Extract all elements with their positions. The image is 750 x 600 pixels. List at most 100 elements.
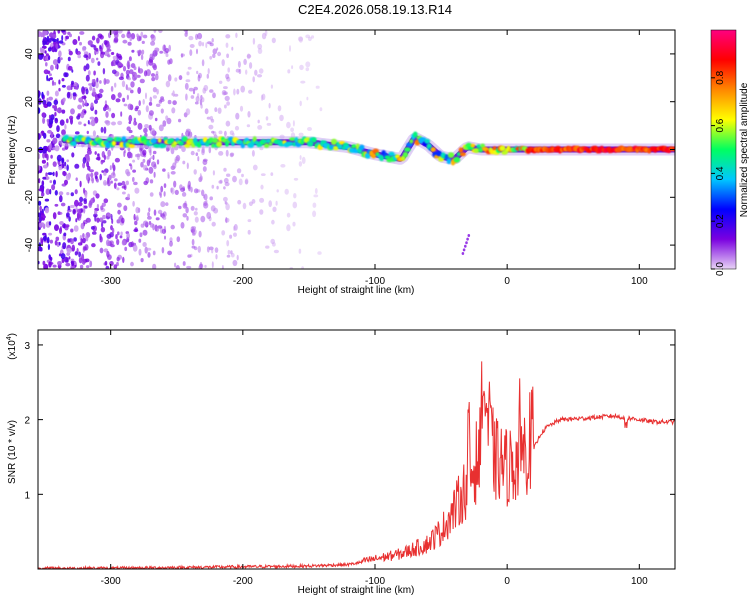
spectrogram-noise-cell xyxy=(111,112,116,119)
spectrogram-noise-cell xyxy=(149,192,154,197)
spectrogram-noise-cell xyxy=(83,207,86,214)
spectrogram-noise-cell xyxy=(254,69,258,76)
spectrogram-noise-cell xyxy=(226,254,231,258)
spectrogram-noise-cell xyxy=(160,201,166,208)
spectrogram-noise-cell xyxy=(159,50,164,54)
spectrogram-ridge-cell xyxy=(409,139,414,144)
spectrogram-noise-cell xyxy=(257,125,263,130)
spectrogram-noise-cell xyxy=(42,176,47,180)
spectrogram-noise-cell xyxy=(293,193,297,199)
spectrogram-noise-cell xyxy=(241,173,244,178)
spectrogram-ridge-cell xyxy=(476,144,482,149)
spectrogram-noise-cell xyxy=(103,126,107,134)
spectrogram-noise-cell xyxy=(148,110,154,116)
spectrogram-noise-cell xyxy=(38,200,42,206)
spectrogram-noise-cell xyxy=(132,200,135,207)
spectrogram-noise-cell xyxy=(117,30,123,34)
spectrogram-noise-cell xyxy=(62,171,67,176)
spectrogram-noise-cell xyxy=(110,52,115,55)
spectrogram-noise-cell xyxy=(148,59,154,66)
spectrogram-noise-cell xyxy=(100,126,104,133)
spectrogram-ridge-cell xyxy=(287,142,294,146)
spectrogram-noise-cell xyxy=(94,99,98,104)
spectrogram-noise-cell xyxy=(153,209,157,216)
snr-x-tick-label: -300 xyxy=(101,576,121,587)
spectrogram-noise-cell xyxy=(140,161,144,168)
spectrogram-noise-cell xyxy=(62,97,66,102)
spectrogram-noise-cell xyxy=(81,95,87,100)
spectrogram-noise-cell xyxy=(116,261,119,267)
spectrogram-noise-cell xyxy=(221,230,226,236)
spectrogram-x-tick-label: 100 xyxy=(631,276,648,287)
spectrogram-noise-cell xyxy=(57,261,62,266)
spectrogram-noise-cell xyxy=(133,77,138,80)
spectrogram-noise-cell xyxy=(49,143,52,151)
spectrogram-noise-cell xyxy=(130,81,135,88)
spectrogram-noise-cell xyxy=(105,111,109,118)
spectrogram-noise-cell xyxy=(151,62,157,69)
spectrogram-noise-cell xyxy=(190,205,195,211)
spectrogram-noise-cell xyxy=(103,171,107,176)
spectrogram-noise-cell xyxy=(265,116,269,121)
spectrogram-ridge-cell xyxy=(117,137,122,142)
spectrogram-noise-cell xyxy=(300,80,306,84)
spectrogram-noise-cell xyxy=(63,232,67,237)
spectrogram-y-tick-label: -40 xyxy=(24,237,35,252)
spectrogram-noise-cell xyxy=(165,202,169,207)
spectrogram-streak-cell xyxy=(461,252,465,255)
spectrogram-noise-cell xyxy=(174,262,177,268)
spectrogram-noise-cell xyxy=(66,212,70,218)
spectrogram-noise-cell xyxy=(61,109,66,114)
spectrogram-noise-cell xyxy=(126,232,130,239)
spectrogram-noise-cell xyxy=(235,32,238,38)
spectrogram-y-tick-label: -20 xyxy=(24,190,35,205)
spectrogram-noise-cell xyxy=(107,179,111,187)
spectrogram-noise-cell xyxy=(203,193,208,201)
spectrogram-noise-cell xyxy=(211,184,215,189)
spectrogram-noise-cell xyxy=(50,42,54,48)
spectrogram-x-tick-label: -200 xyxy=(233,276,253,287)
spectrogram-noise-cell xyxy=(135,206,140,214)
spectrogram-noise-cell xyxy=(73,86,79,90)
spectrogram-y-tick-label: 40 xyxy=(24,48,35,60)
spectrogram-ridge-cell xyxy=(183,136,188,142)
spectrogram-ridge-cell xyxy=(406,142,413,147)
spectrogram-noise-cell xyxy=(170,147,175,155)
spectrogram-ridge-cell xyxy=(424,138,431,144)
spectrogram-noise-cell xyxy=(203,202,209,209)
snr-y-axis: 1 2 3 xyxy=(24,341,675,501)
spectrogram-noise-cell xyxy=(101,170,105,173)
spectrogram-noise-cell xyxy=(136,33,139,38)
spectrogram-noise-cell xyxy=(90,226,95,230)
spectrogram-ridge-cell xyxy=(430,147,436,153)
spectrogram-noise-cell xyxy=(277,105,282,112)
spectrogram-noise-cell xyxy=(81,89,85,95)
spectrogram-noise-cell xyxy=(90,197,96,204)
spectrogram-ridge-cell xyxy=(447,152,455,159)
spectrogram-noise-cell xyxy=(161,247,165,254)
spectrogram-noise-cell xyxy=(193,86,198,91)
spectrogram-noise-cell xyxy=(298,248,302,254)
spectrogram-noise-cell xyxy=(227,249,231,255)
spectrogram-noise-cell xyxy=(108,174,112,181)
spectrogram-noise-cell xyxy=(61,78,65,82)
spectrogram-noise-cell xyxy=(59,221,64,225)
spectrogram-noise-cell xyxy=(80,222,85,230)
spectrogram-noise-cell xyxy=(191,238,195,246)
spectrogram-noise-cell xyxy=(224,182,230,187)
spectrogram-noise-cell xyxy=(206,73,209,79)
spectrogram-noise-cell xyxy=(132,159,136,163)
spectrogram-noise-cell xyxy=(217,107,222,114)
spectrogram-noise-cell xyxy=(299,100,302,107)
spectrogram-ridge-cell xyxy=(211,143,216,148)
spectrogram-noise-cell xyxy=(178,118,182,123)
spectrogram-noise-cell xyxy=(58,40,64,44)
spectrogram-noise-cell xyxy=(38,212,42,218)
spectrogram-noise-cell xyxy=(289,45,291,52)
spectrogram-noise-cell xyxy=(280,164,286,168)
spectrogram-ridge-cell xyxy=(289,137,296,141)
spectrogram-noise-cell xyxy=(136,214,139,222)
spectrogram-noise-cell xyxy=(134,107,139,112)
spectrogram-noise-cell xyxy=(110,244,115,248)
